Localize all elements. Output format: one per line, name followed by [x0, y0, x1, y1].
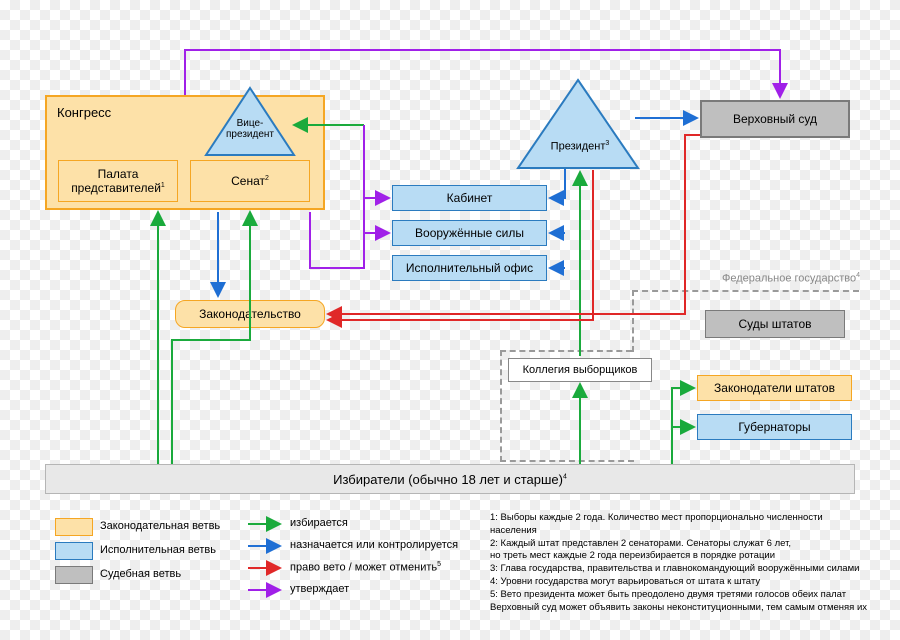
legend-approves-text: утверждает	[290, 583, 349, 595]
senate-box: Сенат2	[190, 160, 310, 202]
legend-judicial-swatch	[55, 566, 93, 584]
state-legislators-label: Законодатели штатов	[714, 381, 835, 395]
supreme-court-label: Верховный суд	[733, 112, 817, 126]
legend-elects-text: избирается	[290, 517, 348, 529]
house-label: Палата представителей	[71, 167, 161, 195]
legend-appoints-text: назначается или контролируется	[290, 539, 458, 551]
armed-forces-label: Вооружённые силы	[415, 226, 524, 240]
house-box: Палата представителей1	[58, 160, 178, 202]
voters-label: Избиратели (обычно 18 лет и старше)	[333, 472, 563, 487]
state-courts-label: Суды штатов	[738, 317, 811, 331]
legend-executive-swatch	[55, 542, 93, 560]
state-courts-box: Суды штатов	[705, 310, 845, 338]
voters-box: Избиратели (обычно 18 лет и старше)4	[45, 464, 855, 494]
supreme-court-box: Верховный суд	[700, 100, 850, 138]
footnotes-block: 1: Выборы каждые 2 года. Количество мест…	[490, 512, 870, 615]
electoral-college-label: Коллегия выборщиков	[523, 364, 638, 376]
congress-label: Конгресс	[57, 105, 111, 120]
cabinet-label: Кабинет	[447, 191, 493, 205]
federal-state-label: Федеральное государство4	[722, 272, 860, 285]
senate-sup: 2	[265, 175, 269, 182]
legend-veto-text: право вето / может отменить5	[290, 561, 441, 574]
vp-label: Вице- президент	[222, 118, 278, 140]
house-sup: 1	[161, 182, 165, 189]
legislation-label: Законодательство	[199, 307, 301, 321]
armed-forces-box: Вооружённые силы	[392, 220, 547, 246]
exec-office-box: Исполнительный офис	[392, 255, 547, 281]
electoral-college-box: Коллегия выборщиков	[508, 358, 652, 382]
president-label: Президент3	[540, 140, 620, 153]
legend-legislative-text: Законодательная ветвь	[100, 520, 220, 532]
cabinet-box: Кабинет	[392, 185, 547, 211]
legend-executive-text: Исполнительная ветвь	[100, 544, 216, 556]
legislation-box: Законодательство	[175, 300, 325, 328]
senate-label: Сенат	[231, 174, 265, 188]
legend-legislative-swatch	[55, 518, 93, 536]
state-legislators-box: Законодатели штатов	[697, 375, 852, 401]
federal-dashed-join	[500, 350, 632, 352]
legend-judicial-text: Судебная ветвь	[100, 568, 181, 580]
governors-box: Губернаторы	[697, 414, 852, 440]
governors-label: Губернаторы	[738, 420, 810, 434]
exec-office-label: Исполнительный офис	[406, 261, 533, 275]
